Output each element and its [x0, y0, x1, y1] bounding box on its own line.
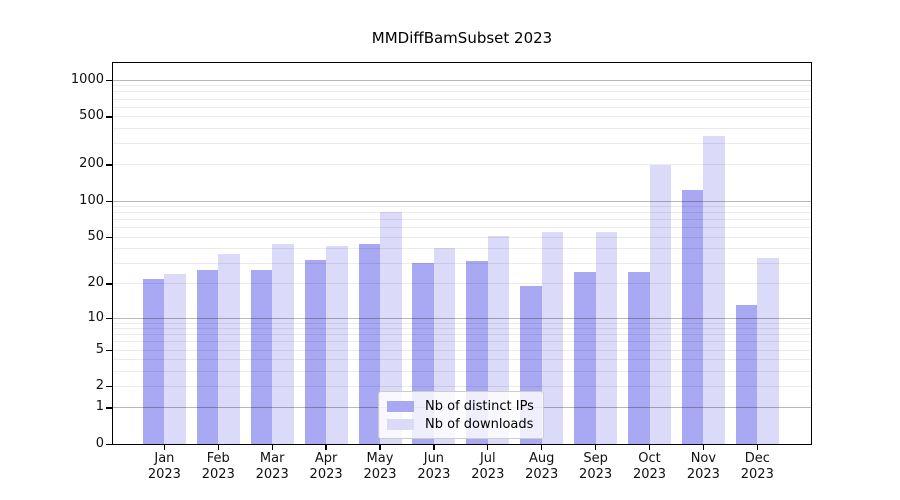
- x-tick-label-jun: Jun 2023: [417, 451, 451, 482]
- y-tick-label-2: 2: [95, 378, 104, 394]
- bar-jan-distinct-ips: [142, 278, 165, 444]
- x-tick-mark-may: [379, 445, 381, 450]
- x-tick-mark-dec: [756, 445, 758, 450]
- y-tick-label-100: 100: [79, 192, 104, 208]
- bar-feb-distinct-ips: [196, 270, 219, 444]
- x-tick-label-mar: Mar 2023: [255, 451, 289, 482]
- x-tick-label-apr: Apr 2023: [309, 451, 343, 482]
- x-tick-mark-oct: [648, 445, 651, 450]
- bar-oct-downloads: [649, 164, 671, 444]
- y-tick-mark-10: [106, 317, 112, 319]
- bar-sep-downloads: [595, 231, 618, 444]
- x-tick-label-oct: Oct 2023: [632, 451, 667, 482]
- bar-nov-distinct-ips: [681, 190, 704, 444]
- legend-item-distinct-ips: Nb of distinct IPs: [387, 397, 534, 415]
- bar-dec-distinct-ips: [735, 304, 758, 444]
- legend: Nb of distinct IPs Nb of downloads: [378, 391, 544, 439]
- y-tick-label-200: 200: [79, 156, 104, 172]
- y-tick-mark-20: [106, 283, 112, 285]
- x-tick-mark-jun: [433, 445, 435, 450]
- x-tick-label-jan: Jan 2023: [147, 451, 181, 482]
- y-tick-label-0: 0: [95, 436, 104, 451]
- x-tick-label-feb: Feb 2023: [201, 451, 235, 482]
- bar-apr-distinct-ips: [304, 259, 327, 444]
- x-tick-label-may: May 2023: [363, 451, 397, 482]
- y-tick-mark-1: [106, 407, 112, 409]
- bar-jan-downloads: [164, 274, 186, 444]
- x-tick-label-aug: Aug 2023: [525, 451, 559, 482]
- y-tick-mark-100: [106, 200, 112, 202]
- plot-area: Nb of distinct IPs Nb of downloads: [112, 62, 812, 445]
- x-tick-label-dec: Dec 2023: [740, 451, 774, 482]
- y-tick-label-1: 1: [95, 399, 104, 415]
- x-tick-mark-feb: [217, 445, 219, 450]
- bar-dec-downloads: [757, 258, 779, 444]
- x-tick-label-nov: Nov 2023: [686, 451, 720, 482]
- legend-item-downloads: Nb of downloads: [387, 415, 534, 433]
- legend-label-distinct-ips: Nb of distinct IPs: [425, 398, 534, 414]
- y-tick-label-20: 20: [87, 275, 104, 291]
- x-tick-mark-apr: [325, 445, 327, 450]
- bar-oct-distinct-ips: [628, 272, 650, 444]
- x-tick-label-jul: Jul 2023: [471, 451, 505, 482]
- x-tick-mark-jan: [163, 445, 166, 450]
- x-tick-mark-aug: [541, 445, 543, 450]
- x-tick-mark-mar: [271, 445, 273, 450]
- y-tick-label-1000: 1000: [70, 71, 104, 87]
- y-tick-mark-50: [106, 236, 112, 239]
- y-tick-label-50: 50: [87, 228, 104, 244]
- y-tick-mark-500: [106, 116, 112, 118]
- x-tick-label-sep: Sep 2023: [579, 451, 613, 482]
- y-tick-mark-5: [106, 349, 112, 351]
- bars-layer: [113, 63, 811, 444]
- legend-label-downloads: Nb of downloads: [425, 416, 534, 432]
- legend-swatch-downloads: [387, 418, 414, 430]
- bar-nov-downloads: [703, 135, 725, 444]
- x-tick-mark-nov: [702, 445, 705, 450]
- y-tick-mark-200: [106, 164, 112, 166]
- legend-swatch-distinct-ips: [387, 400, 414, 412]
- x-tick-mark-sep: [594, 445, 597, 450]
- bar-mar-distinct-ips: [250, 270, 273, 444]
- bar-apr-downloads: [326, 245, 348, 444]
- y-tick-mark-0: [106, 444, 112, 446]
- bar-may-downloads: [380, 212, 402, 444]
- y-tick-mark-2: [106, 386, 112, 388]
- y-tick-label-5: 5: [95, 341, 104, 357]
- bar-may-distinct-ips: [358, 244, 380, 444]
- bar-feb-downloads: [218, 253, 240, 444]
- y-tick-label-500: 500: [79, 108, 104, 124]
- chart-title: MMDiffBamSubset 2023: [371, 29, 553, 47]
- x-tick-mark-jul: [487, 445, 489, 450]
- y-tick-label-10: 10: [87, 309, 104, 325]
- bar-mar-downloads: [272, 244, 294, 444]
- bar-sep-distinct-ips: [574, 272, 596, 444]
- y-tick-mark-1000: [106, 79, 112, 82]
- bar-aug-downloads: [541, 231, 564, 444]
